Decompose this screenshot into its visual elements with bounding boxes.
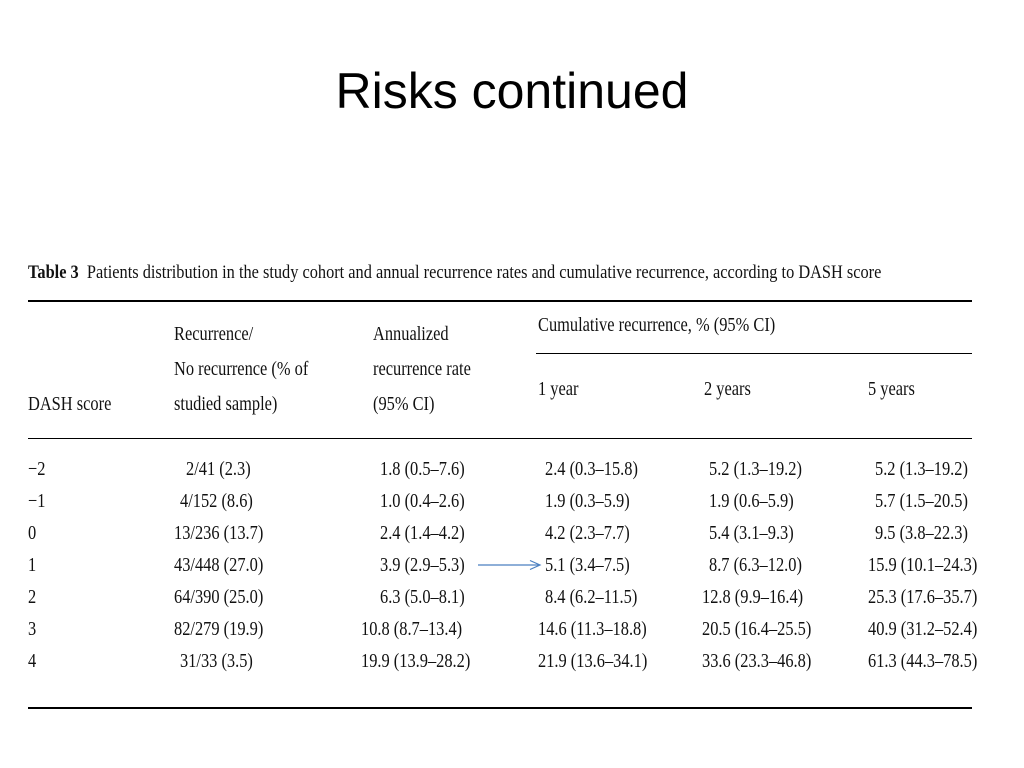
cell-dash-score: 3 [28, 618, 37, 640]
cell-1-year: 4.2 (2.3–7.7) [545, 522, 630, 544]
cell-5-years: 61.3 (44.3–78.5) [868, 650, 978, 672]
data-table: Table 3 Patients distribution in the stu… [28, 258, 977, 709]
cell-dash-score: 1 [28, 554, 37, 576]
cell-dash-score: 2 [28, 586, 37, 608]
table-caption-text: Patients distribution in the study cohor… [86, 262, 882, 283]
cell-recurrence: 4/152 (8.6) [180, 490, 253, 512]
cell-2-years: 5.4 (3.1–9.3) [709, 522, 794, 544]
table-caption: Table 3 Patients distribution in the stu… [28, 258, 881, 288]
cell-5-years: 25.3 (17.6–35.7) [868, 586, 978, 608]
cell-2-years: 5.2 (1.3–19.2) [709, 458, 802, 480]
cell-2-years: 1.9 (0.6–5.9) [709, 490, 794, 512]
header-dash-score: DASH score [28, 393, 112, 415]
cell-1-year: 8.4 (6.2–11.5) [545, 586, 638, 608]
cell-recurrence: 31/33 (3.5) [180, 650, 253, 672]
header-annual-line2: recurrence rate [373, 358, 471, 380]
header-cumulative: Cumulative recurrence, % (95% CI) [538, 314, 776, 336]
cell-5-years: 9.5 (3.8–22.3) [875, 522, 968, 544]
cell-dash-score: −2 [28, 458, 46, 480]
cell-annual-rate: 6.3 (5.0–8.1) [380, 586, 465, 608]
cell-5-years: 5.7 (1.5–20.5) [875, 490, 968, 512]
cell-2-years: 33.6 (23.3–46.8) [702, 650, 812, 672]
cell-2-years: 12.8 (9.9–16.4) [702, 586, 804, 608]
cell-annual-rate: 1.0 (0.4–2.6) [380, 490, 465, 512]
cell-annual-rate: 10.8 (8.7–13.4) [361, 618, 463, 640]
cell-dash-score: −1 [28, 490, 46, 512]
cell-recurrence: 64/390 (25.0) [174, 586, 264, 608]
cell-dash-score: 0 [28, 522, 37, 544]
header-recurrence-line1: Recurrence/ [174, 323, 254, 345]
header-annual-line1: Annualized [373, 323, 449, 345]
cell-1-year: 1.9 (0.3–5.9) [545, 490, 630, 512]
cumulative-subrule [536, 353, 972, 354]
header-5-years: 5 years [868, 378, 915, 400]
header-1-year: 1 year [538, 378, 579, 400]
cell-1-year: 5.1 (3.4–7.5) [545, 554, 630, 576]
cell-annual-rate: 1.8 (0.5–7.6) [380, 458, 465, 480]
header-2-years: 2 years [704, 378, 751, 400]
cell-recurrence: 82/279 (19.9) [174, 618, 264, 640]
cell-2-years: 20.5 (16.4–25.5) [702, 618, 812, 640]
table-caption-label: Table 3 [28, 262, 79, 283]
table-header-rule [28, 438, 972, 439]
cell-1-year: 2.4 (0.3–15.8) [545, 458, 638, 480]
cell-5-years: 15.9 (10.1–24.3) [868, 554, 978, 576]
cell-annual-rate: 3.9 (2.9–5.3) [380, 554, 465, 576]
cell-5-years: 5.2 (1.3–19.2) [875, 458, 968, 480]
table-bottom-rule [28, 707, 972, 709]
cell-dash-score: 4 [28, 650, 37, 672]
cell-1-year: 14.6 (11.3–18.8) [538, 618, 647, 640]
cell-recurrence: 13/236 (13.7) [174, 522, 264, 544]
table-top-rule [28, 300, 972, 302]
cell-annual-rate: 19.9 (13.9–28.2) [361, 650, 471, 672]
header-recurrence-line3: studied sample) [174, 393, 278, 415]
cell-2-years: 8.7 (6.3–12.0) [709, 554, 802, 576]
cell-1-year: 21.9 (13.6–34.1) [538, 650, 648, 672]
header-annual-line3: (95% CI) [373, 393, 435, 415]
cell-recurrence: 43/448 (27.0) [174, 554, 264, 576]
cell-5-years: 40.9 (31.2–52.4) [868, 618, 978, 640]
cell-recurrence: 2/41 (2.3) [186, 458, 251, 480]
header-recurrence-line2: No recurrence (% of [174, 358, 309, 380]
arrow-right-icon [478, 559, 542, 571]
cell-annual-rate: 2.4 (1.4–4.2) [380, 522, 465, 544]
slide-title: Risks continued [335, 63, 689, 119]
